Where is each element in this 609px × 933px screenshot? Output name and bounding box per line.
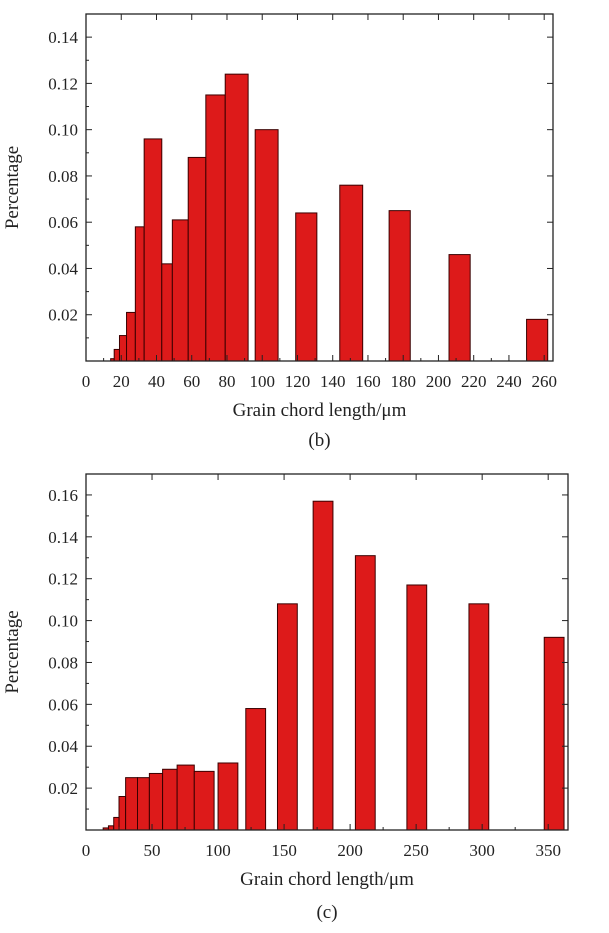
chart-b-x-tick-label: 200 <box>426 372 452 391</box>
chart-b-y-axis-title: Percentage <box>2 146 23 229</box>
chart-c-x-tick-label: 50 <box>144 841 161 860</box>
chart-c-bar <box>118 795 127 831</box>
chart-b-x-tick-label: 260 <box>531 372 557 391</box>
chart-b-bar <box>339 184 364 362</box>
chart-c-y-tick-label: 0.06 <box>48 695 78 714</box>
chart-b-bar <box>224 73 249 362</box>
chart-c-y-tick-label: 0.14 <box>48 528 78 547</box>
chart-c-bar <box>176 764 195 831</box>
chart-b-bar <box>187 156 207 362</box>
chart-b-y-tick-label: 0.06 <box>48 213 78 232</box>
chart-b-y-tick-label: 0.08 <box>48 167 78 186</box>
chart-b-y-tick-label: 0.14 <box>48 28 78 47</box>
chart-b: 0 20 40 60 80 100 120 140 160 180 200 220 240 260 0.02… <box>2 13 557 451</box>
chart-c-caption: (c) <box>316 902 337 923</box>
chart-b-x-tick-label: 60 <box>183 372 200 391</box>
chart-b-x-tick-label: 0 <box>82 372 91 391</box>
chart-c-x-tick-label: 100 <box>205 841 231 860</box>
chart-b-bar <box>526 318 549 362</box>
chart-b-x-tick-label: 140 <box>320 372 346 391</box>
chart-b-plot-frame <box>85 13 554 362</box>
chart-b-bar <box>254 129 279 362</box>
chart-c-bar <box>468 603 490 831</box>
chart-c-y-tick-label: 0.16 <box>48 486 78 505</box>
chart-c-plot-frame <box>85 473 569 831</box>
chart-b-y-tick-label: 0.04 <box>48 259 78 278</box>
chart-c-y-axis-title: Percentage <box>2 610 23 693</box>
chart-c-bar <box>193 770 215 831</box>
chart-b-y-tick-label: 0.10 <box>48 121 78 140</box>
chart-b-bar <box>161 263 173 362</box>
chart-b-bar <box>134 226 145 362</box>
chart-b-bar <box>205 94 226 362</box>
chart-b-bar <box>295 212 318 362</box>
chart-c-x-tick-label: 150 <box>271 841 297 860</box>
chart-b-bar <box>388 210 411 362</box>
chart-c-x-tick-label: 350 <box>535 841 561 860</box>
chart-c-bar <box>406 584 428 831</box>
chart-b-y-tick-label: 0.02 <box>48 306 78 325</box>
chart-b-bar <box>113 348 120 362</box>
chart-c-x-axis-title: Grain chord length/μm <box>240 869 414 890</box>
chart-b-x-tick-label: 40 <box>148 372 165 391</box>
chart-c-bar <box>162 768 178 831</box>
chart-b-bar <box>171 219 189 362</box>
chart-b-bar <box>126 311 136 362</box>
chart-c-y-tick-label: 0.12 <box>48 570 78 589</box>
chart-c: 0 50 100 150 200 250 300 350 0.02 0.04 0.06 0.08 0.1… <box>2 473 569 923</box>
chart-b-x-tick-label: 220 <box>461 372 487 391</box>
chart-c-bar <box>137 777 150 831</box>
chart-c-x-tick-label: 250 <box>403 841 429 860</box>
chart-c-bar <box>217 762 239 831</box>
chart-b-x-tick-label: 120 <box>285 372 311 391</box>
chart-b-bar <box>143 138 163 362</box>
chart-b-x-tick-label: 160 <box>355 372 381 391</box>
chart-c-x-tick-label: 300 <box>469 841 495 860</box>
chart-c-bar <box>543 636 565 831</box>
chart-c-x-tick-label: 0 <box>82 841 91 860</box>
chart-b-x-tick-label: 20 <box>113 372 130 391</box>
chart-c-y-tick-label: 0.02 <box>48 779 78 798</box>
chart-c-bar <box>113 816 120 831</box>
chart-c-y-tick-label: 0.04 <box>48 737 78 756</box>
chart-c-bar <box>125 777 139 831</box>
chart-c-x-tick-label: 200 <box>337 841 363 860</box>
chart-c-y-tick-label: 0.08 <box>48 653 78 672</box>
chart-b-x-tick-label: 80 <box>218 372 235 391</box>
chart-c-bar <box>148 772 164 831</box>
chart-c-bar <box>245 708 267 831</box>
chart-b-x-tick-label: 240 <box>496 372 522 391</box>
chart-c-y-tick-label: 0.10 <box>48 612 78 631</box>
chart-b-bar <box>448 254 471 362</box>
chart-c-bar <box>276 603 298 831</box>
chart-b-x-tick-label: 180 <box>390 372 416 391</box>
chart-c-bar <box>354 555 376 831</box>
chart-b-caption: (b) <box>308 430 330 451</box>
chart-c-bar <box>312 500 334 831</box>
chart-b-y-tick-label: 0.12 <box>48 74 78 93</box>
chart-b-x-axis-title: Grain chord length/μm <box>233 400 407 421</box>
chart-b-bar <box>118 335 128 362</box>
chart-b-x-tick-label: 100 <box>249 372 275 391</box>
